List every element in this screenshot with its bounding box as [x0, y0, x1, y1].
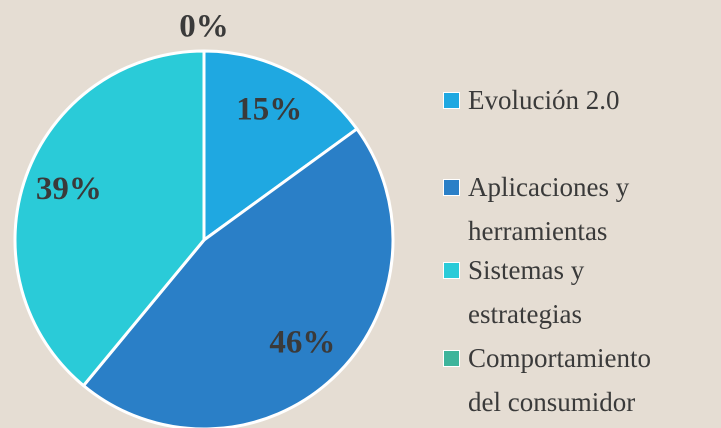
pie-slice: [13, 49, 206, 388]
pie-slice: [82, 127, 395, 428]
legend-swatch: [443, 92, 460, 109]
legend-label: Comportamiento del consumidor: [468, 343, 651, 417]
pie-slice: [202, 49, 359, 242]
legend-swatch: [443, 350, 460, 367]
legend-swatch: [443, 179, 460, 196]
legend-item: Aplicaciones y herramientas: [443, 165, 721, 253]
legend-item: Comportamiento del consumidor: [443, 336, 721, 424]
legend-item: Evolución 2.0: [443, 78, 721, 122]
data-label: 46%: [269, 324, 335, 360]
legend-item: Sistemas y estrategias: [443, 248, 721, 336]
data-label: 15%: [236, 92, 302, 128]
data-label: 0%: [179, 9, 229, 45]
legend-label: Sistemas y estrategias: [468, 255, 585, 329]
legend-label: Aplicaciones y herramientas: [468, 172, 630, 246]
legend-swatch: [443, 262, 460, 279]
data-label: 39%: [36, 171, 102, 207]
legend-label: Evolución 2.0: [468, 85, 620, 115]
